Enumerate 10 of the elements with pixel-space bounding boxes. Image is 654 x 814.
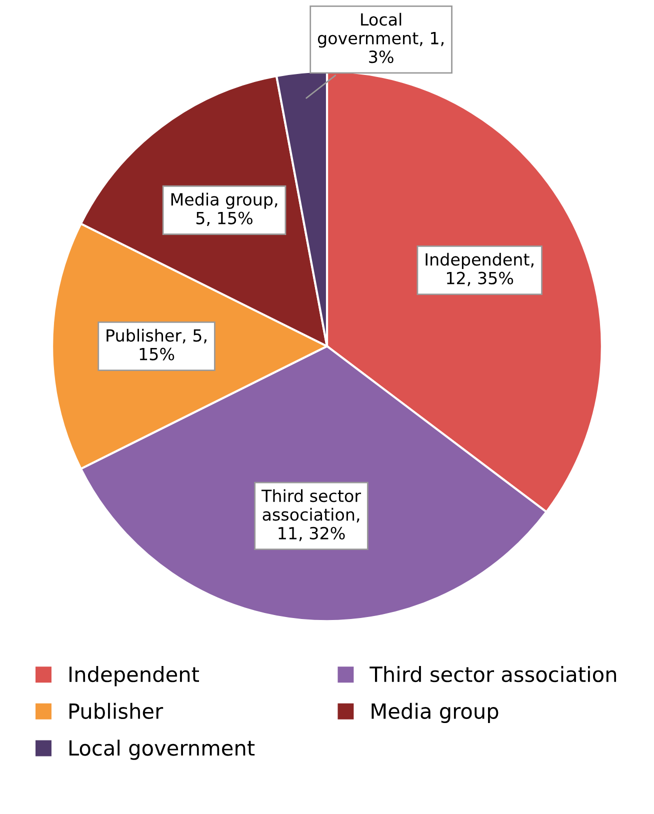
data-label: Media group, 5, 15% (171, 192, 278, 226)
data-label: Independent, 12, 35% (426, 252, 534, 286)
data-label: Third sector association, 11, 32% (261, 489, 362, 542)
legend-label: Publisher (70, 702, 164, 719)
legend-label: Third sector association (370, 666, 616, 682)
legend-label: Media group (372, 702, 498, 724)
legend-label: Independent (70, 666, 200, 686)
data-label: Local government, 1, 3% (318, 12, 444, 64)
legend-label: Local government (70, 740, 255, 760)
data-label: Publisher, 5, 15% (106, 328, 206, 360)
